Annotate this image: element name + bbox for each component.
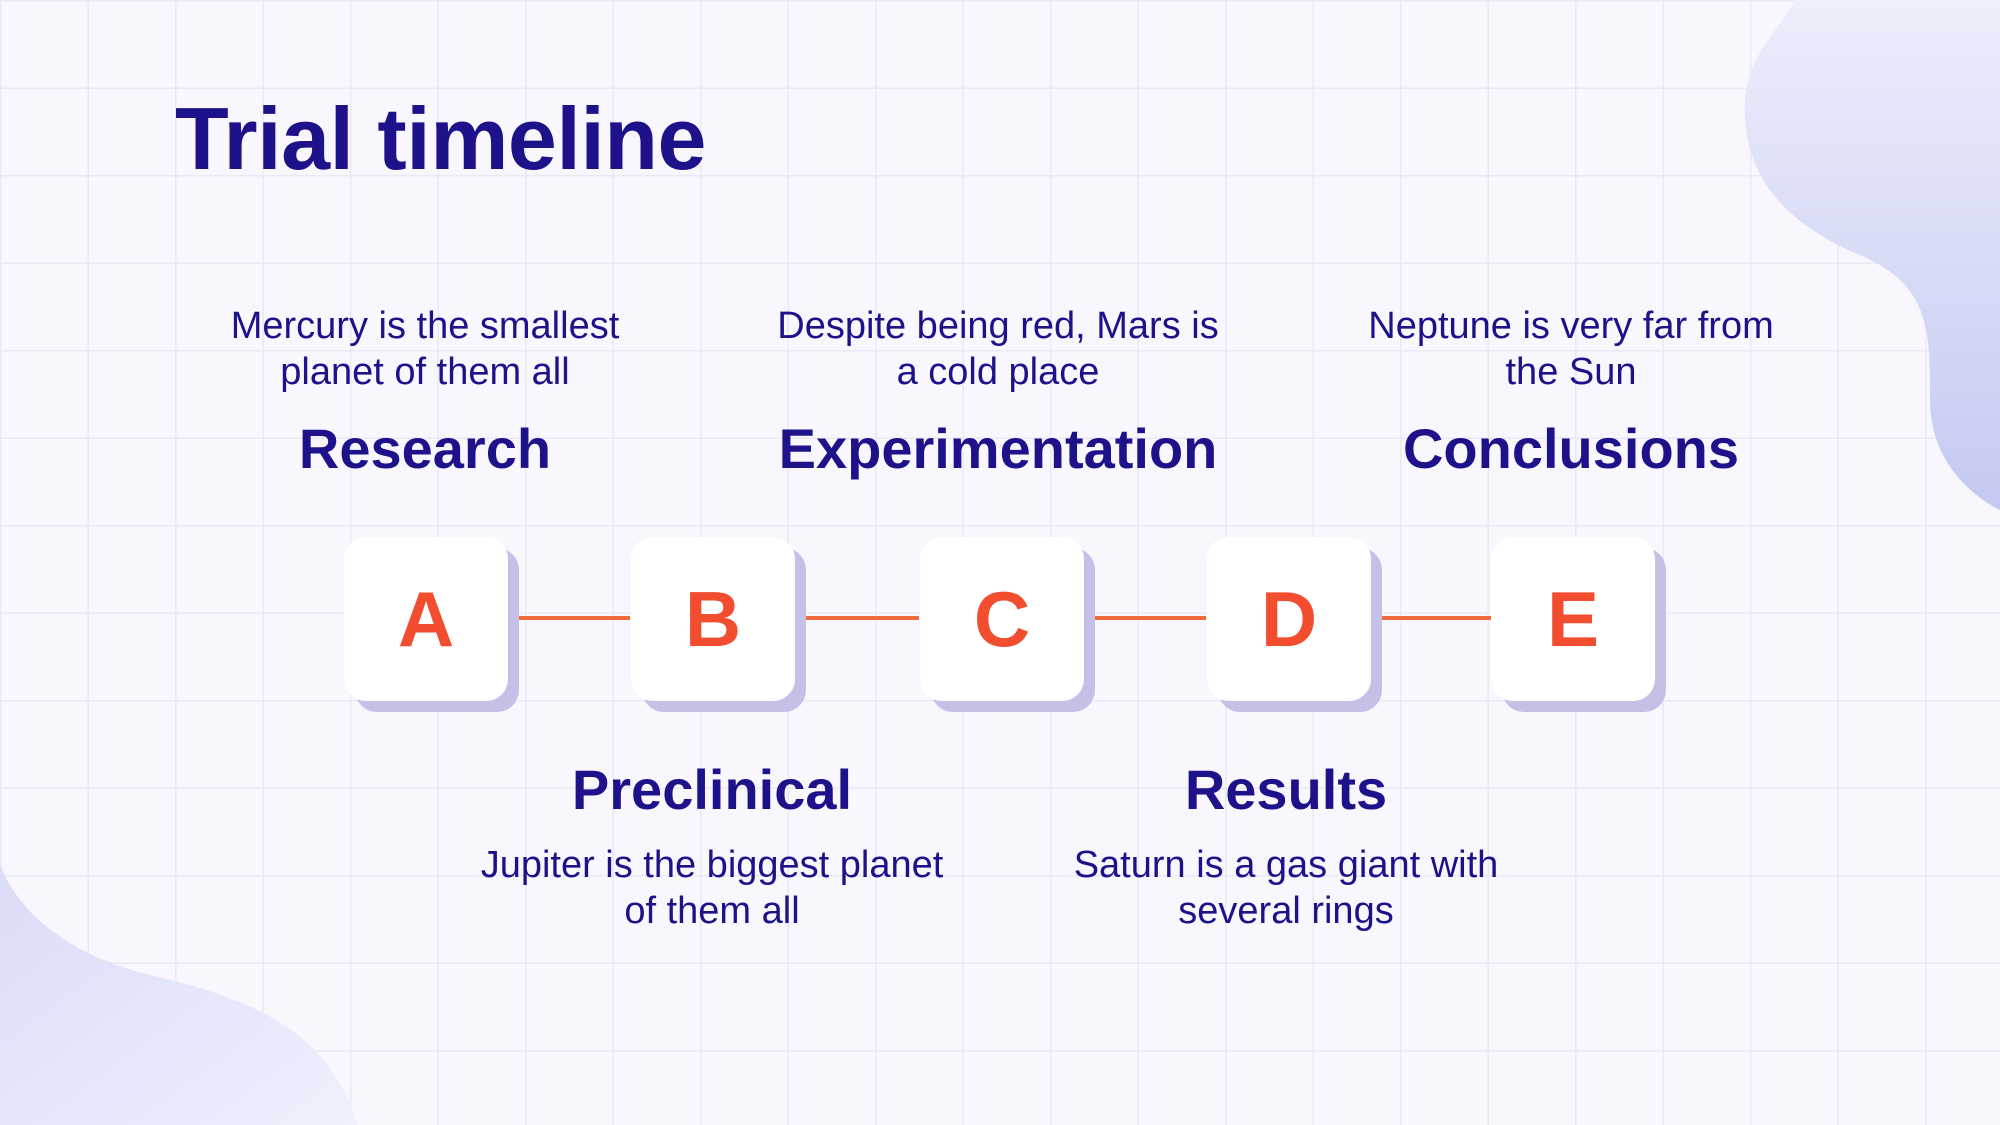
step-c-description: Despite being red, Mars is a cold place bbox=[777, 305, 1219, 393]
step-e-letter: E bbox=[1546, 574, 1600, 663]
step-b-card: B bbox=[631, 537, 795, 701]
page-title: Trial timeline bbox=[175, 89, 706, 188]
step-e-heading: Conclusions bbox=[1402, 417, 1740, 480]
step-d-description: Saturn is a gas giant with several rings bbox=[1073, 844, 1499, 932]
step-a-card: A bbox=[344, 537, 508, 701]
step-d-letter: D bbox=[1260, 574, 1318, 663]
step-a-heading: Research bbox=[298, 417, 552, 480]
step-b-heading: Preclinical bbox=[571, 758, 853, 821]
connector-b-c bbox=[795, 616, 919, 620]
connector-d-e bbox=[1371, 616, 1491, 620]
connector-c-d bbox=[1084, 616, 1206, 620]
connector-a-b bbox=[508, 616, 630, 620]
step-e-description: Neptune is very far from the Sun bbox=[1368, 305, 1774, 393]
decorative-blob-bottom-left bbox=[0, 865, 358, 1125]
step-d-card: D bbox=[1207, 537, 1371, 701]
step-a-letter: A bbox=[397, 574, 455, 663]
step-c-letter: C bbox=[973, 574, 1031, 663]
step-e-card: E bbox=[1491, 537, 1655, 701]
step-a-description: Mercury is the smallest planet of them al… bbox=[230, 305, 620, 393]
step-c-heading: Experimentation bbox=[778, 417, 1218, 480]
step-d-heading: Results bbox=[1184, 758, 1388, 821]
step-c-card: C bbox=[920, 537, 1084, 701]
step-b-letter: B bbox=[684, 574, 742, 663]
decorative-blob-top-right bbox=[1744, 0, 2000, 510]
step-b-description: Jupiter is the biggest planet of them all bbox=[480, 844, 944, 932]
